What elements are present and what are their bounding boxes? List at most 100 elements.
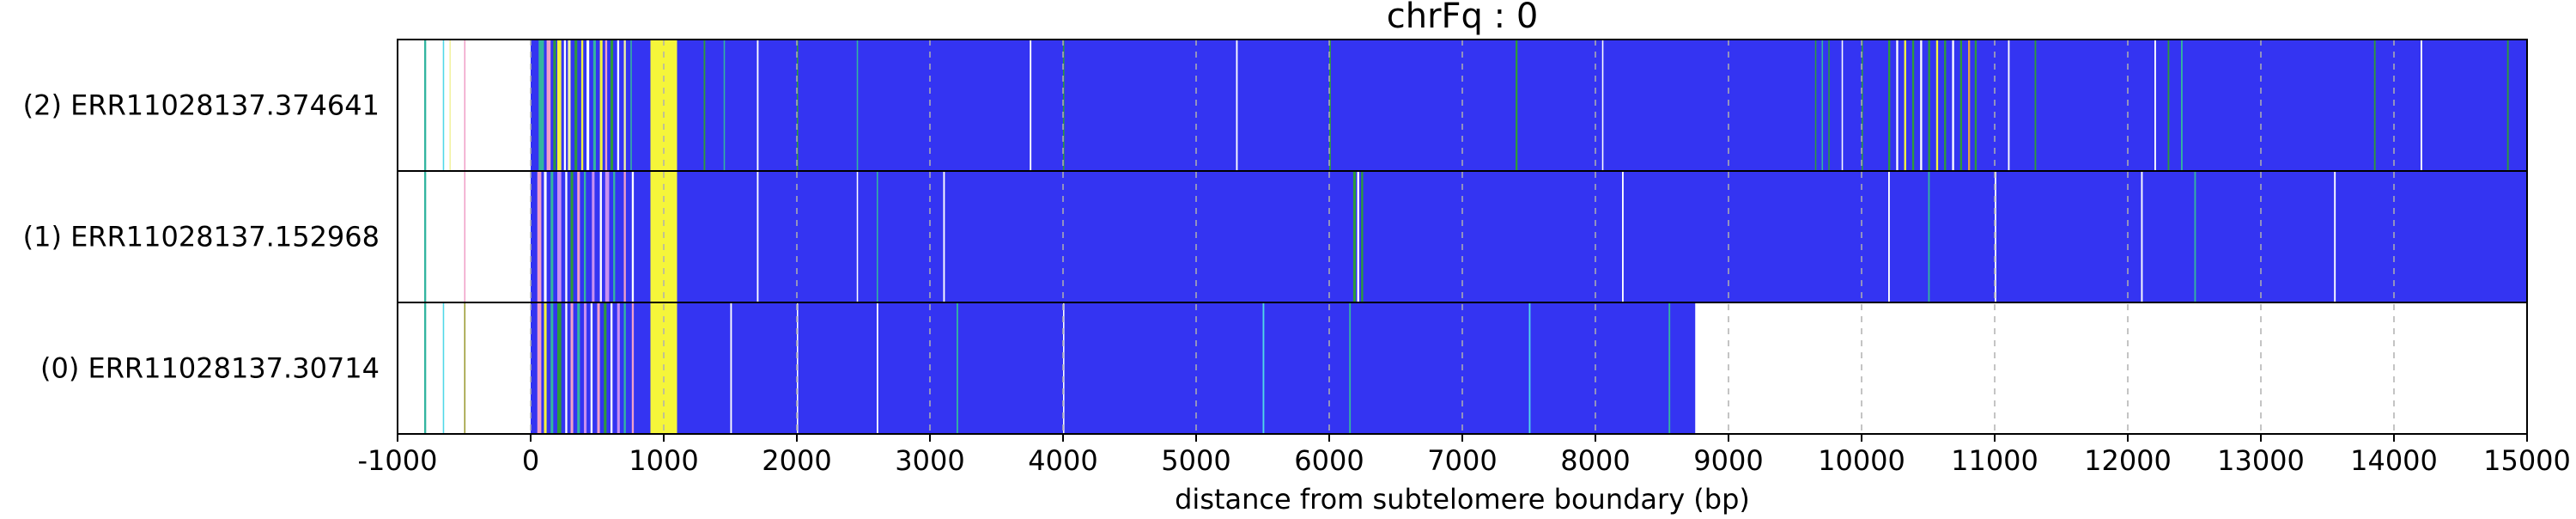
segment-1-4 bbox=[550, 171, 554, 302]
segment-0-33 bbox=[1821, 40, 1824, 171]
segment-0-2 bbox=[449, 40, 451, 171]
x-tick-label-14: 13000 bbox=[2217, 444, 2305, 477]
x-tick-label-7: 6000 bbox=[1294, 444, 1364, 477]
segment-2-14 bbox=[611, 302, 613, 434]
segment-1-22 bbox=[1357, 171, 1359, 302]
segment-0-32 bbox=[1814, 40, 1817, 171]
segment-2-27 bbox=[1668, 302, 1671, 434]
segment-2-1 bbox=[442, 302, 445, 434]
segment-2-15 bbox=[617, 302, 620, 434]
segment-0-43 bbox=[1935, 40, 1939, 171]
segment-0-25 bbox=[856, 40, 859, 171]
segment-1-8 bbox=[577, 171, 580, 302]
segment-0-12 bbox=[586, 40, 590, 171]
segment-1-17 bbox=[756, 171, 759, 302]
segment-0-5 bbox=[546, 40, 551, 171]
segment-0-24 bbox=[797, 40, 799, 171]
segment-0-19 bbox=[630, 40, 632, 171]
segment-0-10 bbox=[574, 40, 578, 171]
segment-2-22 bbox=[957, 302, 958, 434]
segment-2-2 bbox=[464, 302, 466, 434]
segment-1-23 bbox=[1361, 171, 1364, 302]
segment-2-21 bbox=[877, 302, 878, 434]
segment-0-17 bbox=[617, 40, 620, 171]
segment-0-28 bbox=[1236, 40, 1238, 171]
segment-0-52 bbox=[2167, 40, 2170, 171]
segment-0-27 bbox=[1063, 40, 1065, 171]
x-tick-label-0: -1000 bbox=[358, 444, 438, 477]
segment-0-21 bbox=[703, 40, 706, 171]
segment-0-15 bbox=[605, 40, 608, 171]
segment-0-8 bbox=[563, 40, 567, 171]
read-bar-0 bbox=[531, 40, 2527, 171]
segment-2-17 bbox=[631, 302, 635, 434]
segment-2-3 bbox=[537, 302, 542, 434]
segment-0-7 bbox=[557, 40, 562, 171]
segment-1-9 bbox=[584, 171, 586, 302]
segment-0-22 bbox=[723, 40, 726, 171]
segment-2-20 bbox=[797, 302, 799, 434]
segment-1-15 bbox=[631, 171, 635, 302]
segment-0-39 bbox=[1904, 40, 1906, 171]
chart-title: chrFq : 0 bbox=[1387, 0, 1539, 36]
x-tick-label-13: 12000 bbox=[2084, 444, 2172, 477]
segment-0-54 bbox=[2373, 40, 2376, 171]
segment-0-36 bbox=[1862, 40, 1863, 171]
segment-0-16 bbox=[611, 40, 614, 171]
read-bar-2 bbox=[531, 302, 1696, 434]
segment-0-3 bbox=[464, 40, 466, 171]
segment-1-30 bbox=[2334, 171, 2336, 302]
read-bar-1 bbox=[531, 171, 2527, 302]
x-tick-label-6: 5000 bbox=[1161, 444, 1230, 477]
segment-0-9 bbox=[568, 40, 571, 171]
segment-1-19 bbox=[877, 171, 878, 302]
segment-1-10 bbox=[592, 171, 595, 302]
segment-0-1 bbox=[442, 40, 445, 171]
segment-1-14 bbox=[623, 171, 626, 302]
segment-0-4 bbox=[538, 40, 544, 171]
segment-1-24 bbox=[1622, 171, 1624, 302]
segment-2-0 bbox=[424, 302, 427, 434]
segment-0-23 bbox=[756, 40, 759, 171]
segment-1-0 bbox=[424, 171, 427, 302]
segment-0-30 bbox=[1516, 40, 1518, 171]
x-tick-label-12: 11000 bbox=[1951, 444, 2038, 477]
x-tick-label-8: 7000 bbox=[1427, 444, 1497, 477]
x-tick-label-1: 0 bbox=[522, 444, 539, 477]
segment-0-35 bbox=[1841, 40, 1844, 171]
segment-1-6 bbox=[565, 171, 568, 302]
grid-layer bbox=[530, 40, 2395, 434]
segment-1-2 bbox=[537, 171, 542, 302]
x-tick-label-4: 3000 bbox=[895, 444, 964, 477]
x-tick-label-15: 14000 bbox=[2350, 444, 2438, 477]
segment-2-25 bbox=[1349, 302, 1352, 434]
segment-1-1 bbox=[464, 171, 466, 302]
row-label-2: (0) ERR11028137.30714 bbox=[40, 352, 380, 385]
segment-2-5 bbox=[550, 302, 554, 434]
segment-0-42 bbox=[1928, 40, 1930, 171]
segment-0-48 bbox=[1974, 40, 1978, 171]
segment-0-45 bbox=[1952, 40, 1954, 171]
segment-2-19 bbox=[730, 302, 732, 434]
x-tick-label-9: 8000 bbox=[1560, 444, 1630, 477]
segment-1-12 bbox=[605, 171, 610, 302]
segment-0-6 bbox=[553, 40, 556, 171]
segment-0-46 bbox=[1959, 40, 1963, 171]
segment-1-27 bbox=[1995, 171, 1996, 302]
bars-layer bbox=[424, 40, 2527, 434]
segment-0-55 bbox=[2421, 40, 2422, 171]
segment-2-8 bbox=[570, 302, 574, 434]
segment-2-9 bbox=[577, 302, 580, 434]
x-axis-label: distance from subtelomere boundary (bp) bbox=[1175, 483, 1750, 516]
x-tick-label-16: 15000 bbox=[2483, 444, 2571, 477]
segment-0-40 bbox=[1911, 40, 1915, 171]
segment-0-13 bbox=[592, 40, 596, 171]
segment-1-3 bbox=[544, 171, 547, 302]
segment-0-11 bbox=[580, 40, 584, 171]
x-tick-label-11: 10000 bbox=[1818, 444, 1905, 477]
segment-0-50 bbox=[2034, 40, 2037, 171]
segment-0-37 bbox=[1888, 40, 1891, 171]
segment-2-6 bbox=[557, 302, 562, 434]
segment-2-13 bbox=[604, 302, 607, 434]
